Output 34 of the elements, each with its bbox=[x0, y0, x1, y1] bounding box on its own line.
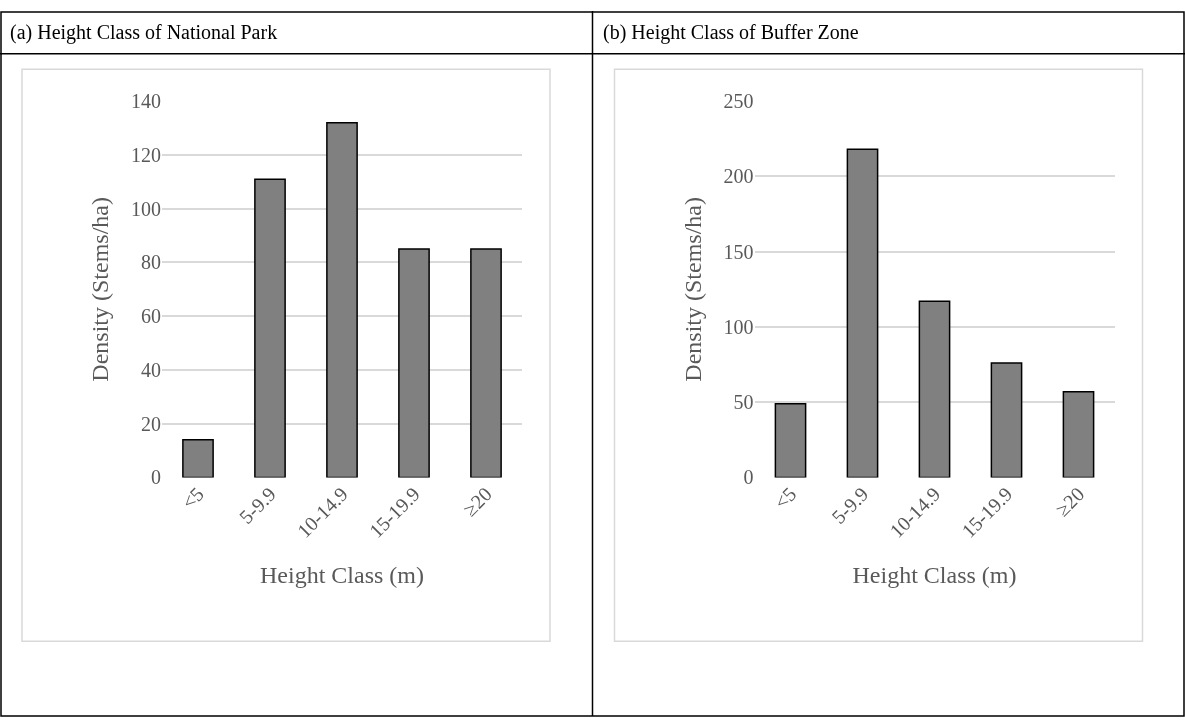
chart-title: (a) Height Class of National Park bbox=[10, 21, 278, 44]
y-tick-label: 150 bbox=[723, 240, 754, 263]
y-tick-label: 20 bbox=[141, 412, 161, 435]
chart-title: (b) Height Class of Buffer Zone bbox=[603, 21, 859, 44]
y-tick-label: 0 bbox=[151, 466, 161, 489]
y-tick-label: 250 bbox=[723, 90, 754, 113]
x-tick-label: ≥20 bbox=[1050, 482, 1089, 521]
y-tick-label: 120 bbox=[131, 143, 161, 166]
y-tick-label: 100 bbox=[131, 197, 161, 220]
y-axis-title: Density (Stems/ha) bbox=[679, 196, 706, 382]
y-axis-title: Density (Stems/ha) bbox=[87, 196, 114, 382]
y-tick-label: 0 bbox=[743, 466, 754, 489]
bar bbox=[326, 121, 358, 478]
x-tick-label: ≥20 bbox=[458, 482, 496, 521]
y-tick-label: 100 bbox=[723, 315, 754, 338]
y-tick-label: 40 bbox=[141, 358, 161, 381]
x-axis-title: Height Class (m) bbox=[260, 562, 424, 589]
bar bbox=[1062, 390, 1095, 478]
bar bbox=[846, 148, 879, 478]
x-tick-label: <5 bbox=[177, 482, 208, 514]
y-tick-label: 50 bbox=[733, 391, 754, 414]
bar bbox=[182, 439, 214, 478]
bar bbox=[254, 178, 286, 478]
y-tick-label: 140 bbox=[131, 90, 161, 113]
y-tick-label: 80 bbox=[141, 251, 161, 274]
bar bbox=[398, 248, 430, 478]
bar bbox=[470, 248, 502, 478]
x-axis-title: Height Class (m) bbox=[852, 562, 1017, 589]
y-tick-label: 200 bbox=[723, 165, 754, 188]
y-tick-label: 60 bbox=[141, 305, 161, 328]
bar bbox=[990, 362, 1023, 478]
bar bbox=[918, 300, 951, 478]
x-tick-label: <5 bbox=[769, 482, 801, 514]
bar bbox=[774, 402, 807, 478]
